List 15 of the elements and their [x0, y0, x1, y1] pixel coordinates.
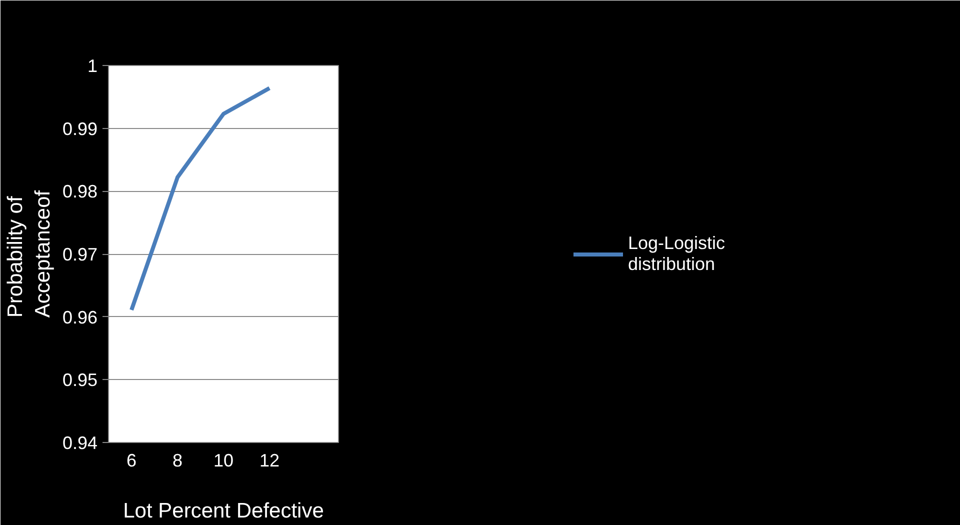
y-tick-label: 0.96: [62, 307, 98, 328]
y-axis-title: Probability of Acceptanceof: [4, 190, 54, 318]
y-tick-label: 0.95: [62, 370, 98, 390]
y-tick-label: 0.94: [62, 433, 98, 453]
y-tick-label: 0.98: [62, 182, 98, 202]
x-tick-label: 8: [172, 450, 183, 470]
x-tick-label: 6: [126, 450, 137, 470]
line-series: [130, 86, 272, 312]
legend-label: Log-Logistic distribution: [628, 232, 726, 274]
y-tick-label: 0.97: [62, 244, 98, 264]
x-tick-label: 10: [213, 450, 234, 470]
x-axis-title: Lot Percent Defective: [123, 500, 324, 522]
x-tick-label: 12: [259, 450, 280, 470]
y-tick-label: 0.99: [62, 118, 98, 139]
y-tick-label: 1: [87, 56, 98, 76]
